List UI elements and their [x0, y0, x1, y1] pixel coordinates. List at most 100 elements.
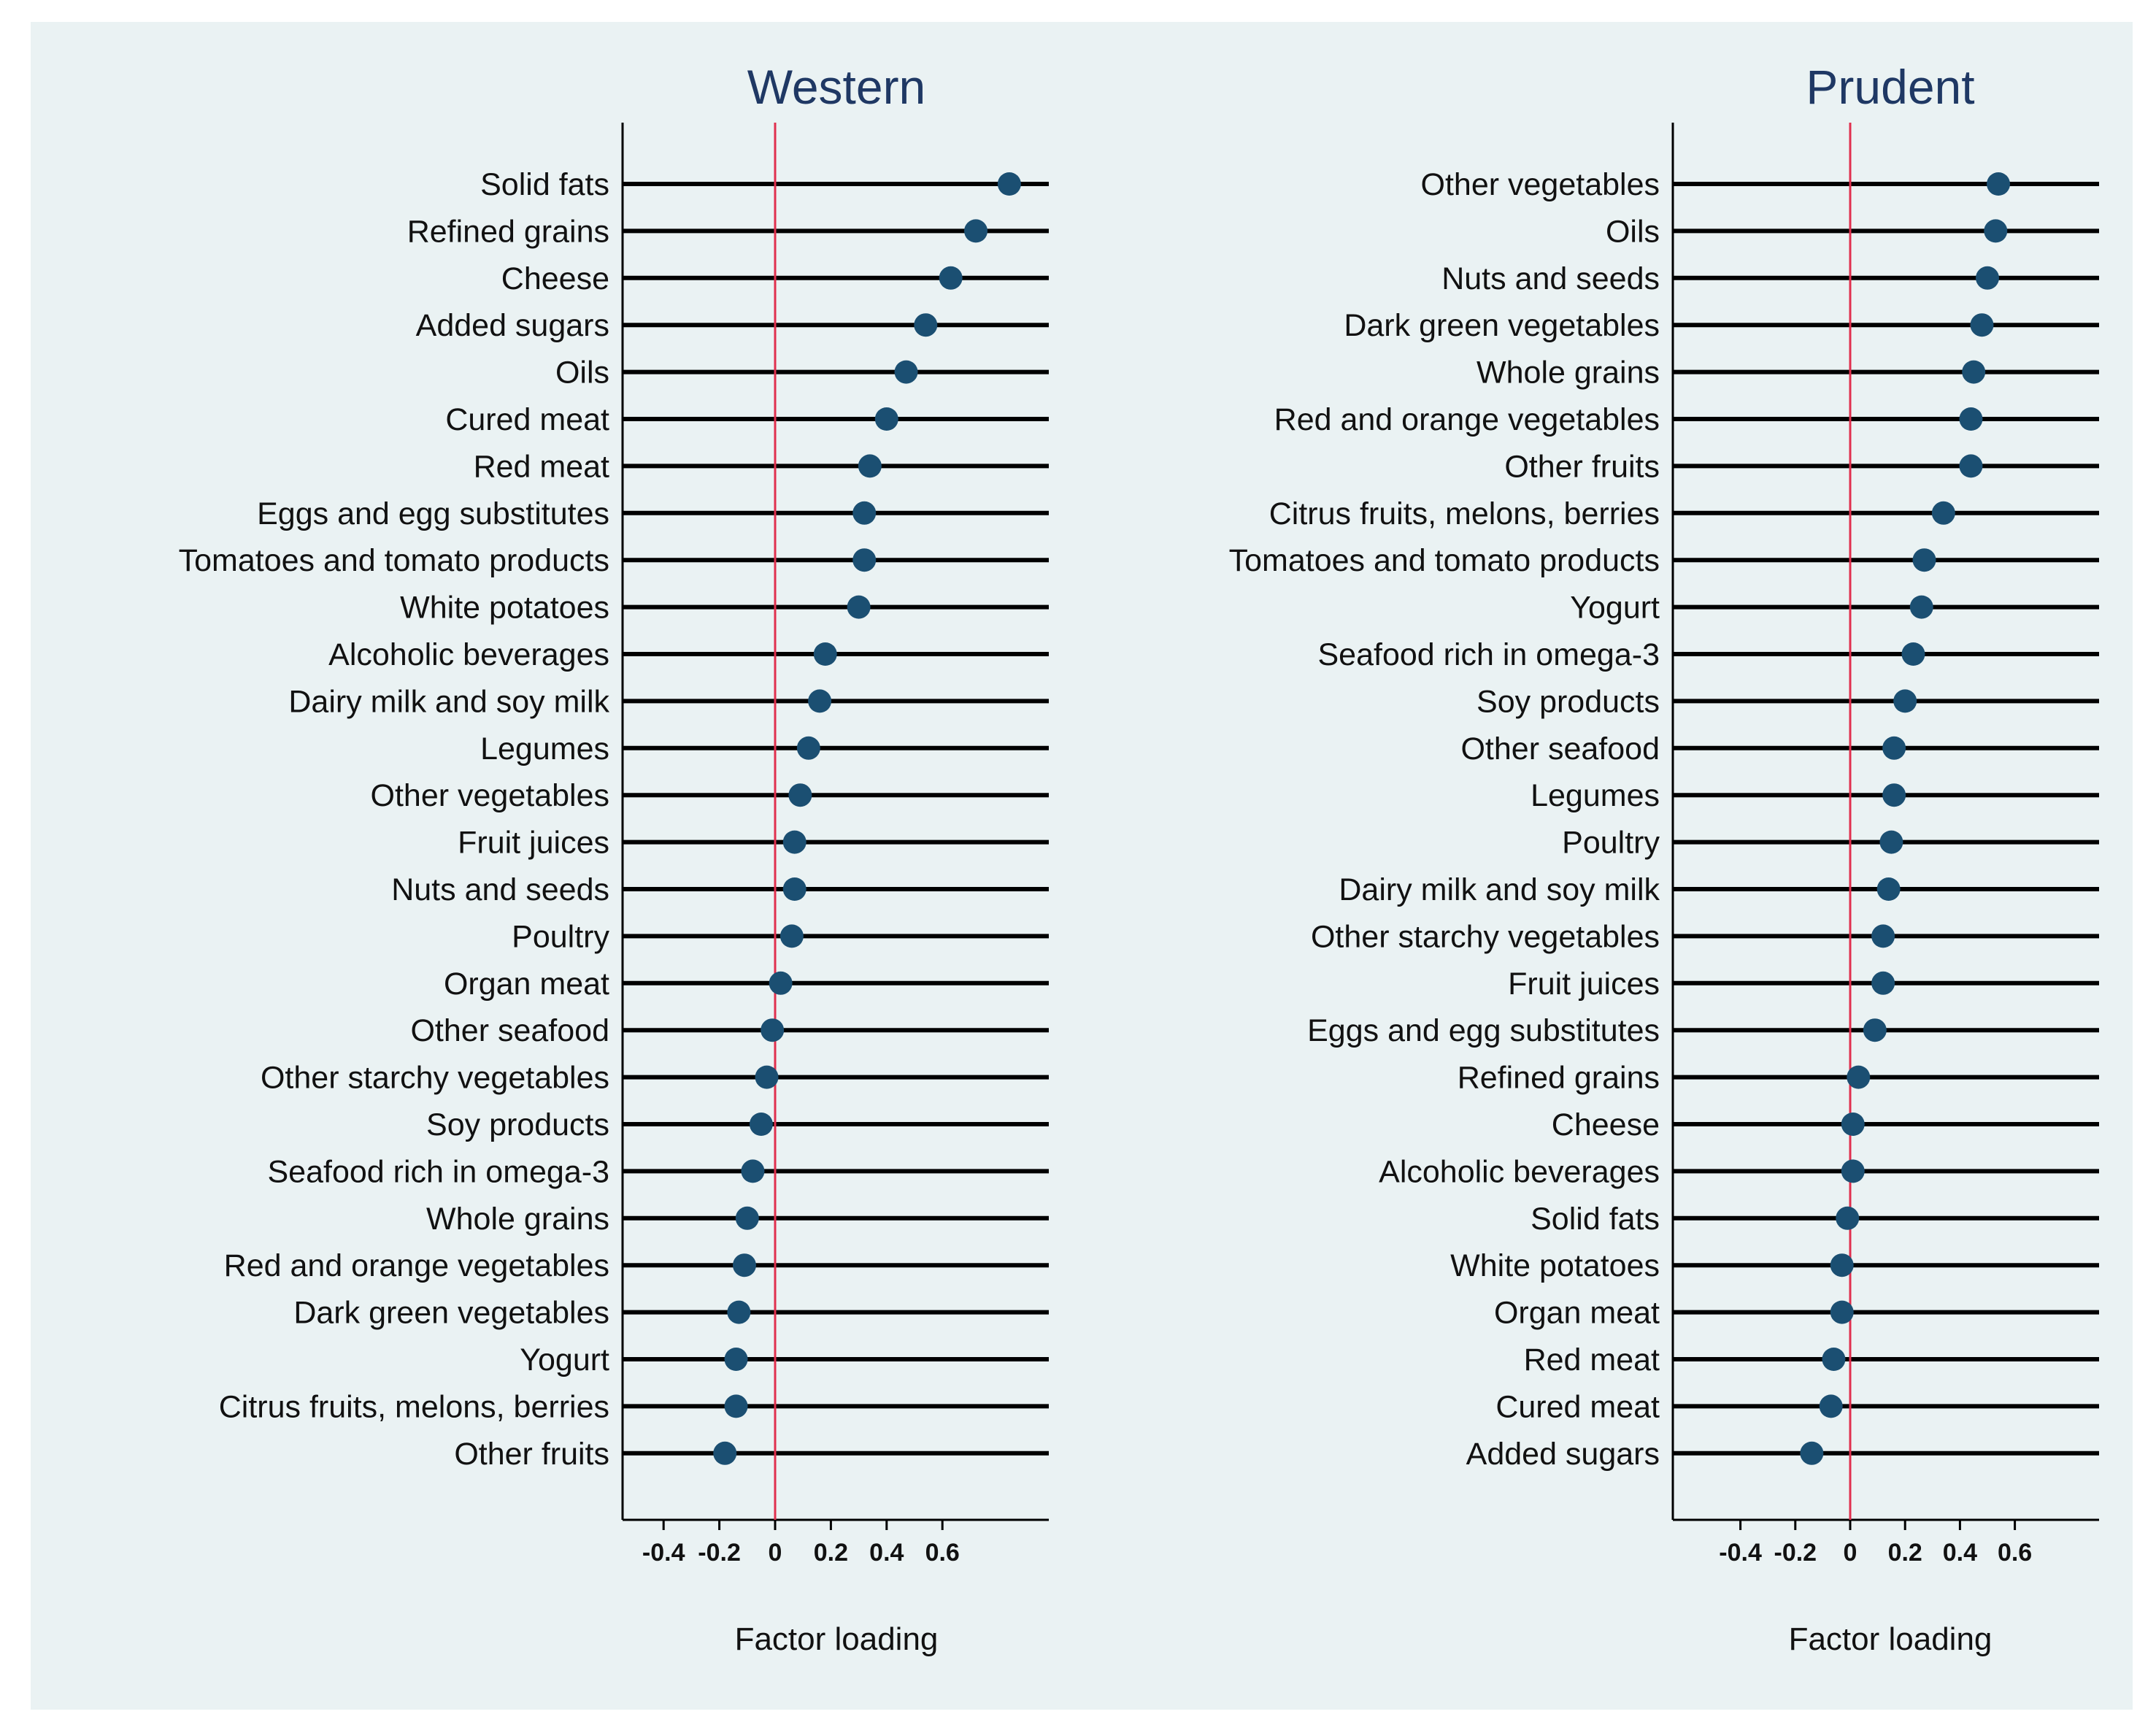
category-label: Red and orange vegetables [1274, 402, 1660, 437]
data-point [1871, 971, 1895, 995]
chart-western: Western Solid fats Refined grains Cheese Add… [179, 60, 1049, 1657]
data-point [741, 1159, 765, 1183]
category-label: Soy products [1477, 684, 1660, 719]
x-tick-label: -0.4 [1719, 1539, 1762, 1567]
category-label: Other starchy vegetables [1311, 919, 1660, 954]
data-point [1819, 1394, 1843, 1418]
data-point [788, 783, 812, 807]
x-tick-label: -0.2 [698, 1539, 741, 1567]
data-point [939, 266, 963, 290]
x-tick-label: 0.4 [1943, 1539, 1977, 1567]
x-tick-label: -0.4 [642, 1539, 685, 1567]
data-point [1962, 360, 1986, 384]
category-label: Dark green vegetables [1344, 308, 1660, 343]
x-tick-label: 0.2 [814, 1539, 848, 1567]
x-tick-label: 0.4 [869, 1539, 904, 1567]
data-point [1876, 877, 1901, 901]
data-point [1879, 830, 1903, 854]
category-label: Fruit juices [458, 826, 609, 861]
data-point [1830, 1253, 1854, 1277]
category-label: Seafood rich in omega-3 [1317, 637, 1660, 672]
data-point [1836, 1206, 1860, 1230]
data-point [1931, 501, 1955, 525]
category-label: Seafood rich in omega-3 [267, 1154, 609, 1189]
data-point [1984, 219, 2008, 243]
category-label: Other fruits [454, 1437, 609, 1472]
category-label: Dairy milk and soy milk [1339, 872, 1660, 907]
x-tick-label: 0.2 [1888, 1539, 1922, 1567]
category-label: Alcoholic beverages [1379, 1154, 1660, 1189]
category-label: Yogurt [520, 1342, 609, 1377]
category-label: Organ meat [444, 967, 609, 1002]
data-point [1909, 595, 1933, 619]
data-point [1912, 548, 1936, 572]
category-label: Cured meat [445, 402, 609, 437]
category-label: Yogurt [1570, 591, 1660, 626]
category-label: White potatoes [400, 591, 609, 626]
data-point [1871, 924, 1895, 948]
category-label: Tomatoes and tomato products [1229, 543, 1660, 578]
data-point [1830, 1300, 1854, 1324]
data-point [1841, 1113, 1865, 1136]
data-point [727, 1300, 751, 1324]
data-point [1800, 1441, 1824, 1465]
category-label: Tomatoes and tomato products [179, 543, 609, 578]
category-label: Nuts and seeds [391, 872, 609, 907]
chart-title: Western [747, 60, 926, 114]
category-label: Whole grains [1477, 356, 1660, 391]
category-label: Poultry [512, 919, 609, 954]
data-point [1882, 736, 1906, 760]
data-point [724, 1348, 748, 1371]
category-label: Red and orange vegetables [224, 1248, 609, 1283]
category-label: Solid fats [480, 167, 609, 202]
data-point [1901, 642, 1925, 666]
category-label: Refined grains [1458, 1061, 1660, 1096]
data-point [964, 219, 988, 243]
category-label: Oils [555, 356, 609, 391]
data-point [1882, 783, 1906, 807]
category-label: Nuts and seeds [1441, 261, 1660, 296]
category-label: Legumes [1531, 778, 1660, 813]
data-point [1976, 266, 1999, 290]
x-axis-label: Factor loading [1789, 1621, 1993, 1657]
data-point [761, 1018, 785, 1042]
data-point [1959, 407, 1983, 431]
category-label: Red meat [1524, 1342, 1660, 1377]
data-point [847, 595, 871, 619]
category-label: Other seafood [410, 1013, 609, 1048]
chart-title: Prudent [1806, 60, 1974, 114]
category-label: Citrus fruits, melons, berries [219, 1389, 609, 1424]
category-label: White potatoes [1450, 1248, 1660, 1283]
category-label: Legumes [480, 731, 609, 766]
data-point [852, 548, 877, 572]
category-label: Red meat [474, 449, 609, 484]
category-label: Organ meat [1494, 1296, 1660, 1331]
category-label: Other vegetables [371, 778, 609, 813]
x-tick-label: 0 [1844, 1539, 1857, 1567]
category-label: Cured meat [1495, 1389, 1660, 1424]
data-point [874, 407, 898, 431]
figure-panel: Western Solid fats Refined grains Cheese Add… [31, 22, 2133, 1710]
category-label: Other fruits [1504, 449, 1660, 484]
data-point [1822, 1348, 1846, 1371]
data-point [724, 1394, 748, 1418]
data-point [1970, 313, 1994, 337]
category-label: Solid fats [1531, 1202, 1660, 1237]
data-point [894, 360, 918, 384]
category-label: Other seafood [1460, 731, 1660, 766]
data-point [796, 736, 820, 760]
category-label: Cheese [501, 261, 609, 296]
data-point [813, 642, 837, 666]
category-label: Whole grains [426, 1202, 609, 1237]
data-point [713, 1441, 737, 1465]
category-label: Alcoholic beverages [328, 637, 609, 672]
data-point [732, 1253, 756, 1277]
category-label: Oils [1606, 214, 1660, 249]
data-point [1959, 454, 1983, 478]
data-point [808, 689, 832, 713]
data-point [914, 313, 938, 337]
x-tick-label: 0.6 [925, 1539, 960, 1567]
x-tick-label: -0.2 [1774, 1539, 1817, 1567]
data-point [852, 501, 877, 525]
category-label: Added sugars [416, 308, 609, 343]
